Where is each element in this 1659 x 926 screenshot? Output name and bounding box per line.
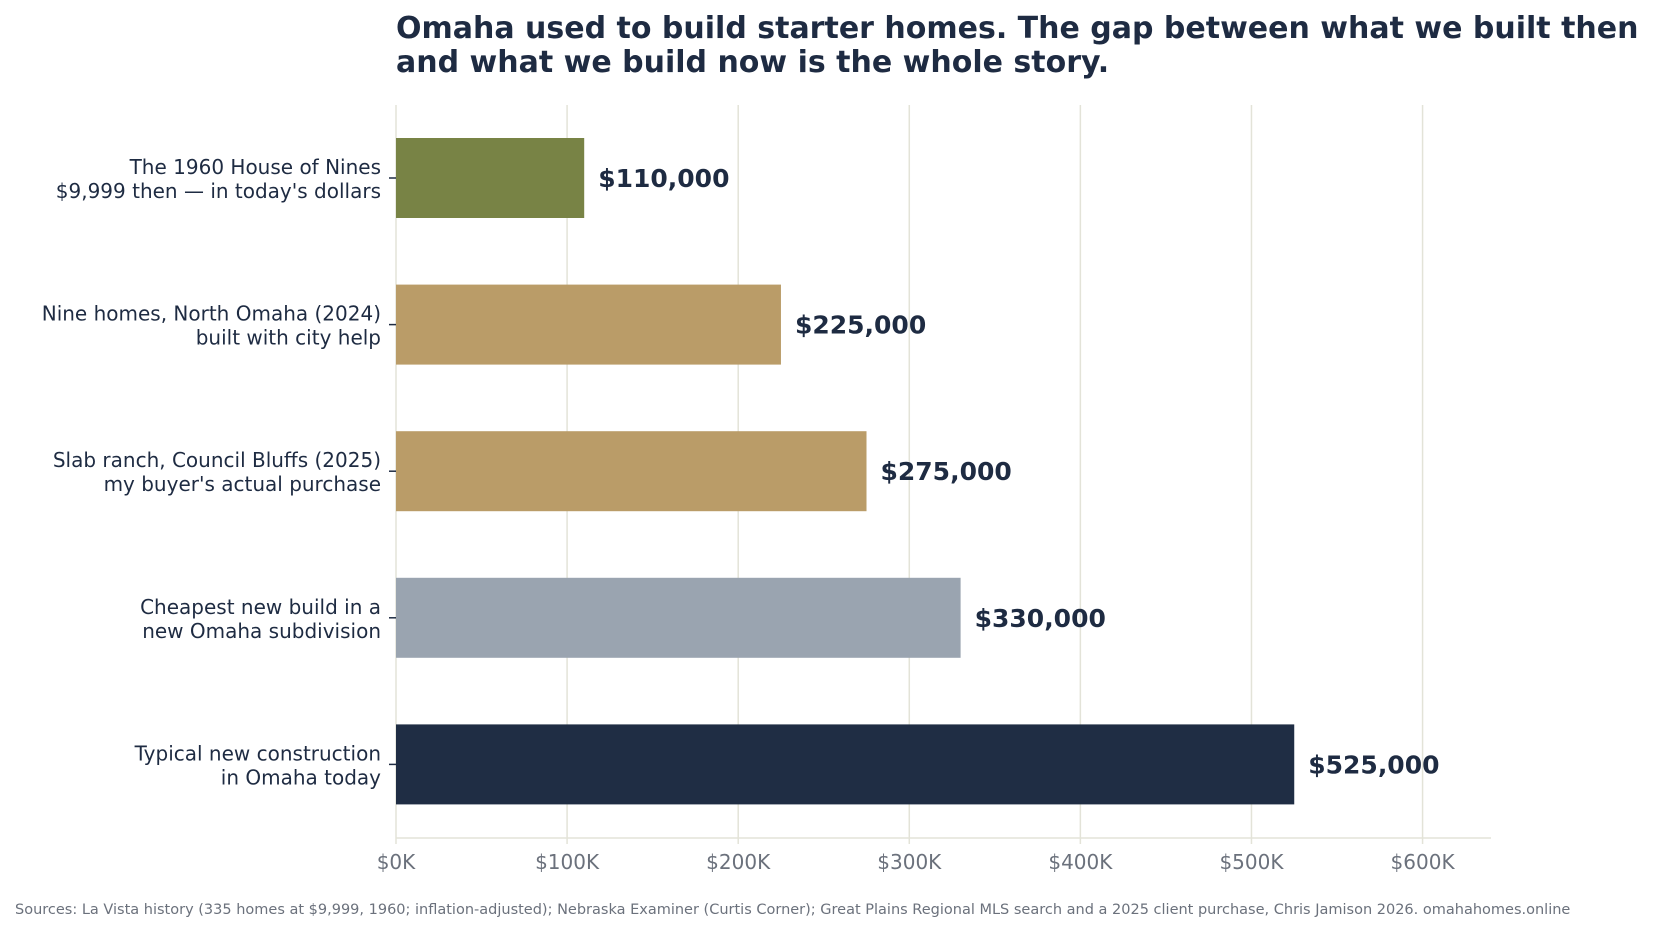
bars: $110,000 $225,000 $275,000 $330,000 $525,000 (396, 138, 1440, 805)
bar (396, 577, 961, 658)
category-label-line: Slab ranch, Council Bluffs (2025) (53, 448, 381, 472)
category-labels: The 1960 House of Nines$9,999 then — in … (42, 155, 396, 789)
bar (396, 431, 867, 512)
bar (396, 138, 585, 218)
x-tick-label: $300K (877, 850, 942, 874)
bar (396, 724, 1295, 805)
bar-value-label: $525,000 (1308, 750, 1439, 779)
category-label-line: Typical new construction (134, 741, 381, 765)
bar (396, 284, 781, 365)
x-tick-label: $0K (377, 850, 416, 874)
x-axis: $0K $100K $200K $300K $400K $500K $600K (377, 837, 1491, 874)
category-label-line: in Omaha today (221, 765, 381, 789)
category-label-line: Nine homes, North Omaha (2024) (42, 302, 381, 326)
chart-title-line-1: Omaha used to build starter homes. The g… (396, 11, 1639, 46)
x-tick-label: $100K (535, 850, 600, 874)
bar-value-label: $110,000 (598, 164, 729, 193)
category-label-line: Cheapest new build in a (140, 595, 381, 619)
category-label-line: new Omaha subdivision (142, 619, 381, 643)
chart-title: Omaha used to build starter homes. The g… (396, 11, 1639, 80)
bar-value-label: $275,000 (881, 457, 1012, 486)
category-label-line: $9,999 then — in today's dollars (56, 179, 381, 203)
category-label-line: built with city help (196, 326, 381, 350)
x-tick-label: $400K (1048, 850, 1113, 874)
category-label-line: The 1960 House of Nines (129, 155, 381, 179)
bar-value-label: $225,000 (795, 311, 926, 340)
bar-value-label: $330,000 (975, 604, 1106, 633)
x-tick-label: $200K (706, 850, 771, 874)
x-tick-label: $500K (1219, 850, 1284, 874)
x-tick-label: $600K (1391, 850, 1456, 874)
chart-title-line-2: and what we build now is the whole story… (396, 45, 1109, 80)
source-note: Sources: La Vista history (335 homes at … (15, 902, 1570, 918)
category-label-line: my buyer's actual purchase (104, 472, 381, 496)
